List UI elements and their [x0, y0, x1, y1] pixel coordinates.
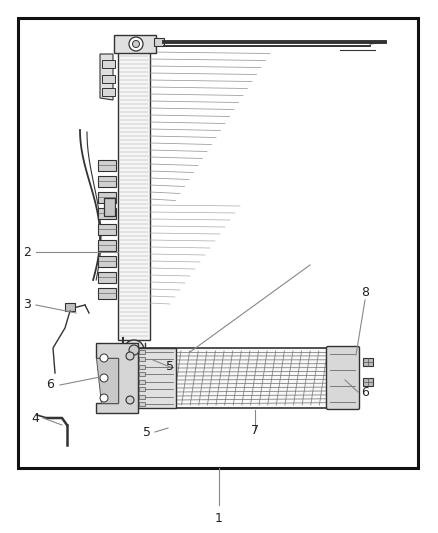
Bar [138, 348, 358, 408]
FancyBboxPatch shape [326, 346, 360, 409]
Bar [98, 256, 116, 267]
Circle shape [100, 374, 108, 382]
Circle shape [126, 352, 134, 360]
Bar [138, 348, 176, 408]
Text: 1: 1 [215, 513, 223, 526]
Bar [102, 60, 115, 68]
Bar [139, 350, 145, 354]
Circle shape [124, 340, 144, 360]
Bar [363, 358, 373, 366]
Bar [139, 394, 145, 399]
Circle shape [126, 396, 134, 404]
Bar [98, 192, 116, 203]
Bar [139, 379, 145, 384]
Bar [139, 387, 145, 391]
Circle shape [100, 354, 108, 362]
Bar [98, 208, 116, 219]
Bar [98, 176, 116, 187]
Bar [139, 372, 145, 376]
Text: 3: 3 [23, 298, 31, 311]
Bar [104, 198, 115, 216]
Polygon shape [100, 54, 113, 100]
Bar [139, 402, 145, 406]
Bar [98, 288, 116, 299]
Bar [102, 88, 115, 96]
Bar [98, 160, 116, 171]
Bar [98, 240, 116, 251]
Circle shape [129, 37, 143, 51]
Bar [118, 52, 150, 340]
Polygon shape [96, 358, 118, 403]
Bar [65, 303, 75, 311]
Bar [363, 378, 373, 386]
Text: 5: 5 [143, 425, 151, 439]
Text: 8: 8 [361, 287, 369, 300]
Bar [114, 35, 156, 53]
Text: 6: 6 [46, 378, 54, 392]
Circle shape [133, 41, 139, 47]
Bar [139, 358, 145, 361]
Bar [18, 18, 418, 468]
Bar [139, 365, 145, 369]
Bar [102, 75, 115, 83]
Text: 6: 6 [361, 385, 369, 399]
Bar [98, 272, 116, 283]
Text: 4: 4 [31, 411, 39, 424]
Circle shape [129, 345, 139, 355]
Circle shape [100, 394, 108, 402]
Text: 7: 7 [251, 424, 259, 437]
Text: 2: 2 [23, 246, 31, 259]
Text: 5: 5 [166, 360, 174, 374]
Bar [98, 224, 116, 235]
Polygon shape [96, 343, 138, 413]
Bar [138, 348, 358, 408]
Bar [154, 38, 164, 46]
